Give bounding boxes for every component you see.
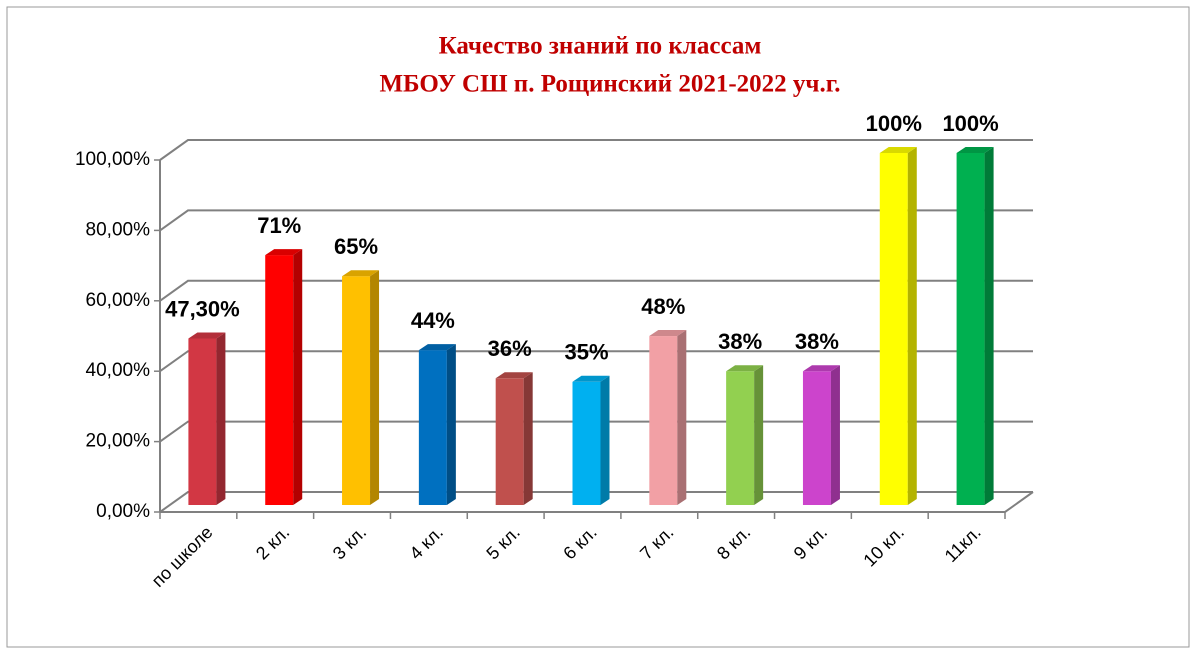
bar-top — [649, 330, 687, 337]
bar — [265, 249, 303, 505]
grid-line — [159, 279, 1033, 302]
bar-side — [754, 365, 764, 505]
value-label: 38% — [795, 329, 839, 354]
bar-front — [572, 381, 601, 505]
bar-side — [523, 372, 533, 505]
chart-subtitle: МБОУ СШ п. Рощинский 2021-2022 уч.г. — [379, 71, 840, 98]
y-tick-label: 80,00% — [86, 219, 151, 240]
bar — [342, 270, 380, 505]
bar-top — [418, 344, 456, 351]
bar-front — [342, 276, 371, 505]
y-tick-label: 20,00% — [86, 431, 151, 452]
y-tick-label: 60,00% — [86, 290, 151, 311]
y-tick-label: 100,00% — [75, 149, 150, 170]
bar-side — [370, 270, 380, 505]
bar-front — [418, 350, 447, 505]
value-label: 65% — [334, 234, 378, 259]
grid-line — [159, 350, 1033, 373]
bar — [649, 330, 687, 505]
grid-line — [159, 139, 1033, 161]
y-tick-label: 40,00% — [86, 360, 151, 381]
bar — [188, 332, 226, 505]
chart-title: Качество знаний по классам — [439, 33, 762, 60]
bar-top — [265, 249, 303, 256]
bar — [879, 147, 917, 505]
bar-side — [984, 147, 994, 505]
bar-top — [802, 365, 840, 372]
bar-top — [572, 375, 610, 382]
bar — [726, 365, 764, 505]
bar-front — [265, 255, 294, 505]
bar-side — [600, 375, 610, 505]
bar-side — [830, 365, 840, 505]
bar-side — [446, 344, 456, 505]
value-label: 38% — [718, 329, 762, 354]
bar-side — [907, 147, 917, 505]
bar-side — [677, 330, 687, 505]
value-label: 47,30% — [165, 296, 240, 321]
value-label: 71% — [257, 213, 301, 238]
bar — [418, 344, 456, 505]
bar-top — [188, 332, 226, 339]
grid-line — [159, 209, 1033, 232]
value-label: 48% — [641, 294, 685, 319]
bar — [802, 365, 840, 505]
bar-top — [495, 372, 533, 379]
bar-front — [188, 338, 217, 505]
value-label: 36% — [488, 336, 532, 361]
value-label: 100% — [866, 111, 922, 136]
bar — [495, 372, 533, 505]
value-label: 44% — [411, 308, 455, 333]
bar — [572, 375, 610, 505]
bar-top — [342, 270, 380, 277]
y-tick-label: 0,00% — [96, 501, 150, 522]
bar-front — [649, 336, 678, 505]
bar-side — [216, 332, 226, 505]
value-label: 35% — [564, 340, 608, 365]
bar-top — [879, 147, 917, 153]
value-label: 100% — [942, 111, 998, 136]
bar-front — [802, 371, 831, 505]
bar-front — [726, 371, 755, 505]
bar-front — [956, 153, 985, 505]
bar-front — [495, 378, 524, 505]
bar-side — [293, 249, 303, 505]
bar-top — [956, 147, 994, 153]
bar — [956, 147, 994, 505]
bar-top — [726, 365, 764, 372]
bar-front — [879, 153, 908, 505]
